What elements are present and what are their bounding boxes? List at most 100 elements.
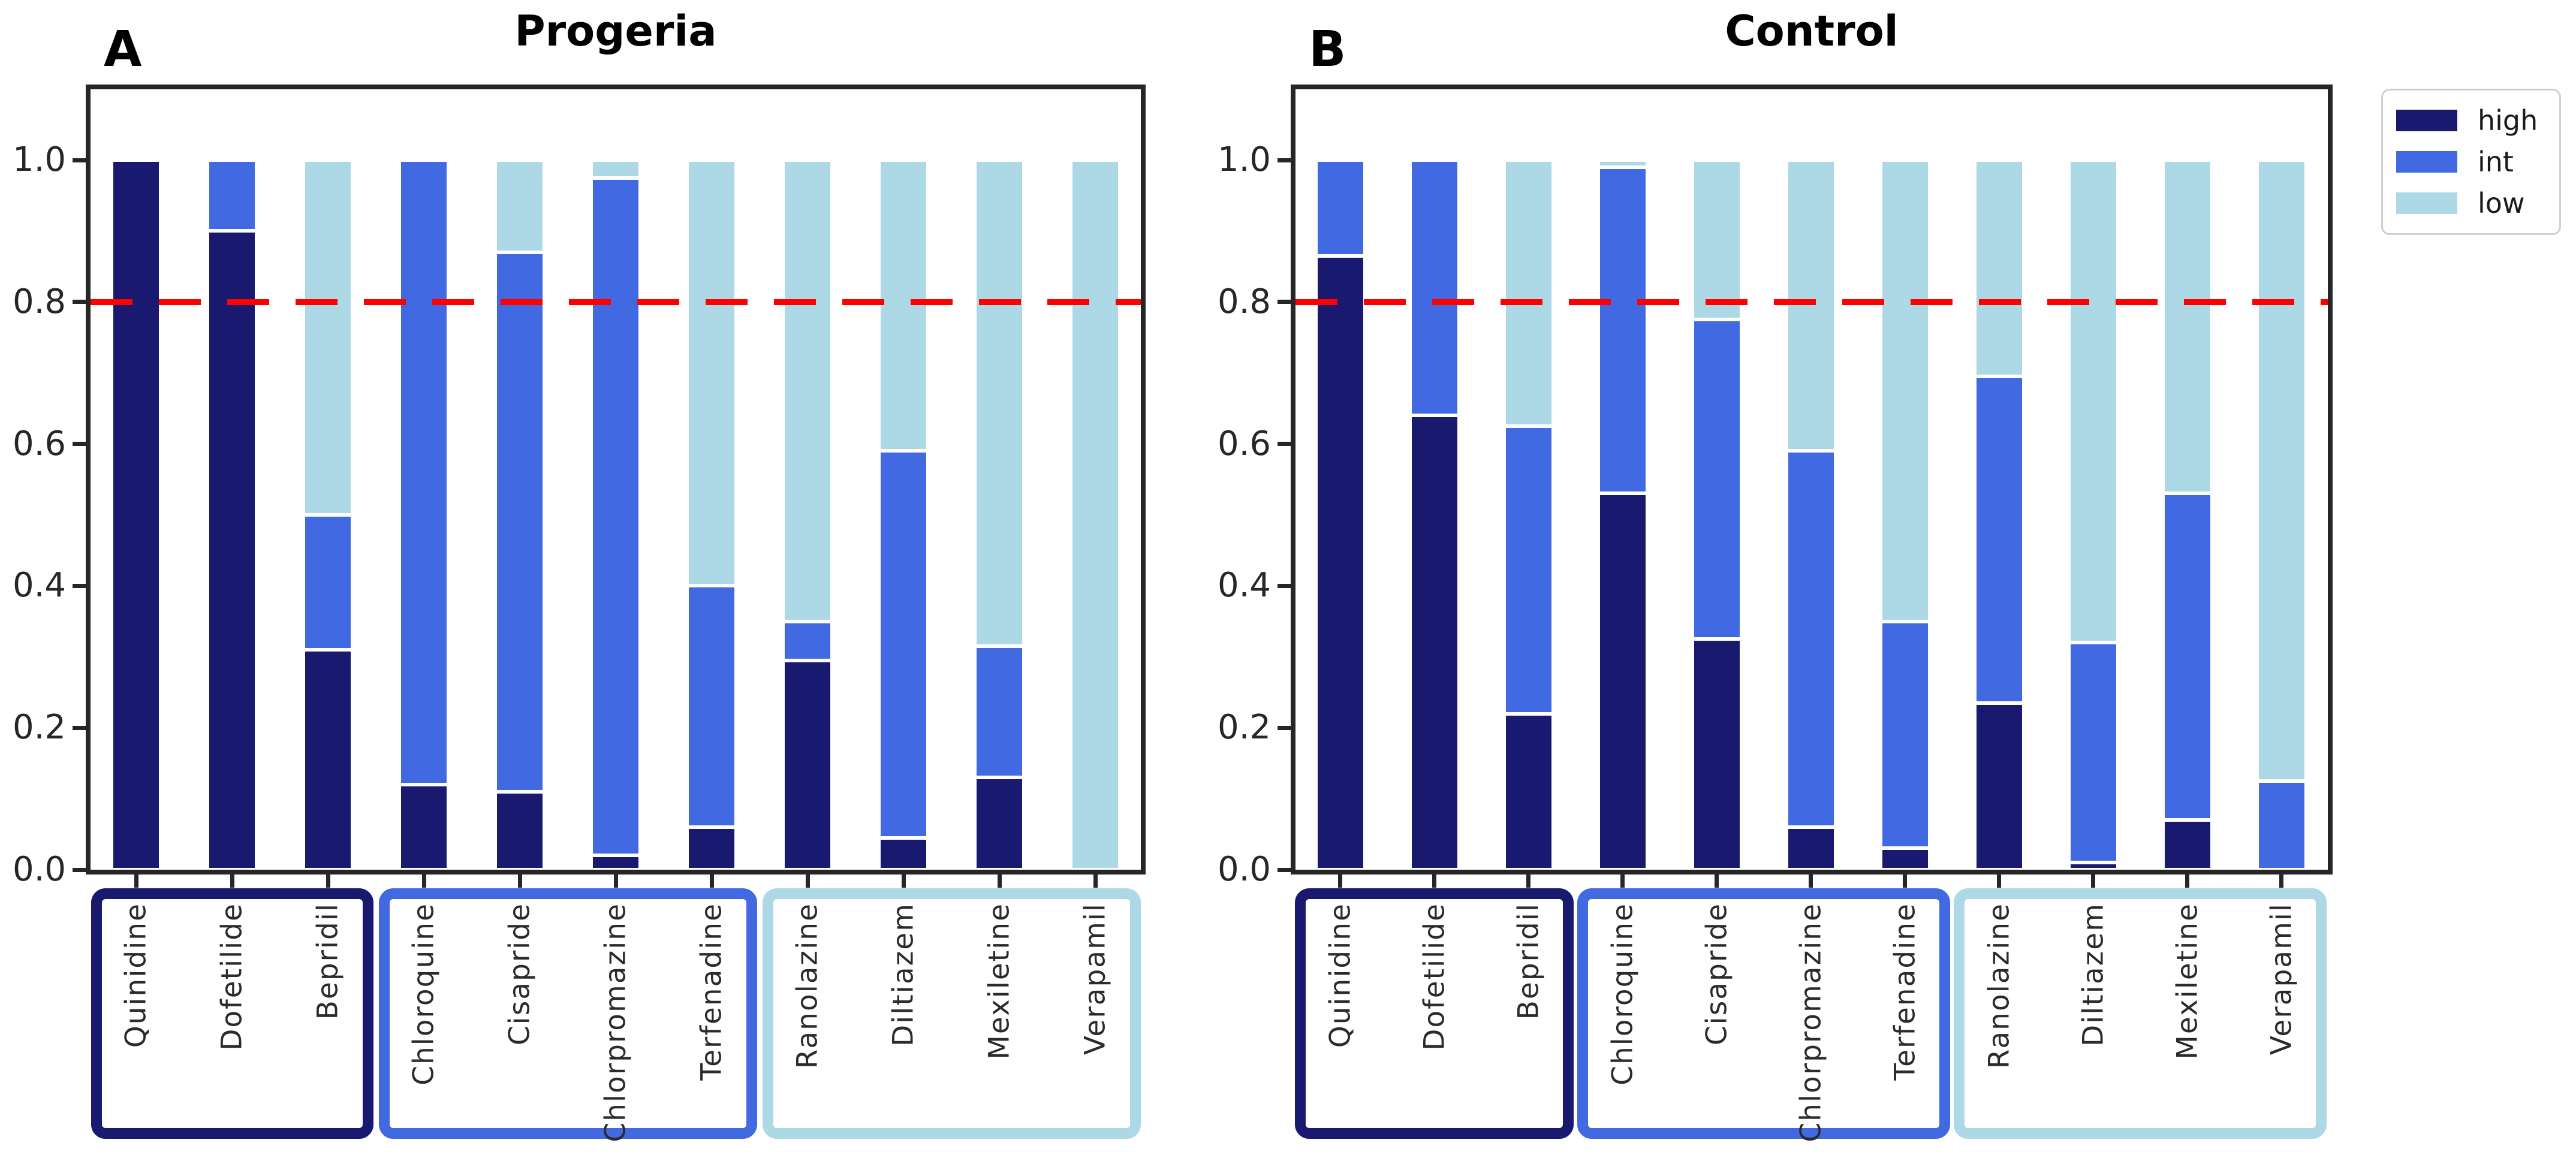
y-axis-tick — [73, 158, 86, 162]
x-axis-tick — [326, 875, 330, 888]
bar-segment-high — [1315, 255, 1365, 870]
x-axis-tick — [2185, 875, 2189, 888]
legend-item-int: int — [2396, 146, 2546, 177]
x-axis-tick — [1997, 875, 2001, 888]
x-tick-label-ranolazine: Ranolazine — [791, 903, 824, 1069]
threshold-line — [91, 298, 1141, 305]
high-risk-box — [91, 888, 373, 1139]
high-risk-box — [1295, 888, 1574, 1139]
x-axis-tick — [805, 875, 810, 888]
x-axis-tick — [421, 875, 426, 888]
bar-segment-high — [1692, 639, 1742, 870]
x-tick-label-quinidine: Quinidine — [119, 903, 153, 1048]
bar-segment-low — [303, 160, 352, 515]
y-tick-label: 1.0 — [1217, 140, 1271, 179]
bar-segment-high — [591, 855, 640, 870]
bar-segment-low — [783, 160, 832, 622]
bar-segment-low — [2256, 160, 2306, 781]
x-axis-tick — [709, 875, 714, 888]
panel-progeria: A Progeria 0.0 0.2 0.4 0.6 0.8 1.0 Quinidine Do… — [13, 0, 1146, 1167]
x-axis-tick — [1809, 875, 1813, 888]
legend-swatch-low — [2396, 192, 2457, 214]
x-tick-label-diltiazem: Diltiazem — [2077, 903, 2110, 1047]
bar-segment-high — [495, 791, 544, 870]
bar-segment-int — [2068, 643, 2118, 863]
x-axis-tick — [134, 875, 138, 888]
legend: high int low — [2381, 89, 2561, 235]
x-tick-label-mexiletine: Mexiletine — [983, 903, 1016, 1060]
bar-segment-low — [2068, 160, 2118, 643]
y-axis-tick — [73, 725, 86, 730]
x-tick-label-cisapride: Cisapride — [1700, 903, 1733, 1046]
x-axis-tick — [1715, 875, 1719, 888]
y-axis-tick — [73, 442, 86, 447]
bar-segment-high — [687, 827, 736, 870]
y-axis-tick — [73, 867, 86, 872]
x-tick-label-mexiletine: Mexiletine — [2171, 903, 2204, 1060]
x-tick-label-dofetilide: Dofetilide — [1418, 903, 1451, 1051]
x-tick-label-ranolazine: Ranolazine — [1983, 903, 2015, 1069]
bar-segment-high — [975, 777, 1024, 870]
y-tick-label: 0.0 — [12, 850, 66, 889]
x-tick-label-terfenadine: Terfenadine — [695, 903, 728, 1081]
y-axis-tick — [1278, 300, 1291, 304]
legend-swatch-high — [2396, 110, 2457, 132]
legend-item-label: int — [2478, 145, 2514, 178]
y-axis-tick — [1278, 725, 1291, 730]
bar-segment-high — [1598, 493, 1647, 870]
y-tick-label: 0.8 — [1217, 282, 1271, 321]
x-axis-tick — [997, 875, 1002, 888]
bar-segment-high — [303, 649, 352, 870]
y-axis-tick — [1278, 442, 1291, 447]
y-tick-label: 0.8 — [12, 282, 66, 321]
bar-segment-low — [2162, 160, 2212, 494]
y-axis-tick — [73, 583, 86, 588]
x-axis-tick — [230, 875, 234, 888]
bar-segment-int — [783, 621, 832, 661]
x-tick-label-verapamil: Verapamil — [1078, 903, 1112, 1056]
x-axis-tick — [2091, 875, 2095, 888]
y-axis-tick — [73, 300, 86, 304]
low-risk-box — [1954, 888, 2327, 1139]
bar-segment-int — [207, 160, 257, 231]
y-tick-label: 0.4 — [12, 566, 66, 605]
bar-segment-int — [2256, 781, 2306, 870]
bar-segment-low — [1071, 160, 1120, 870]
x-tick-label-verapamil: Verapamil — [2265, 903, 2298, 1056]
y-tick-label: 0.2 — [12, 708, 66, 747]
bar-segment-int — [1786, 451, 1836, 827]
int-risk-box — [378, 888, 757, 1139]
bar-segment-high — [207, 231, 257, 870]
bar-segment-int — [1598, 167, 1647, 494]
x-tick-label-chloroquine: Chloroquine — [407, 903, 441, 1085]
bar-segment-int — [1315, 160, 1365, 256]
bar-segment-high — [1880, 848, 1930, 870]
bar-segment-low — [879, 160, 928, 451]
x-tick-label-cisapride: Cisapride — [503, 903, 537, 1046]
x-axis-tick — [1903, 875, 1907, 888]
bar-segment-high — [112, 160, 161, 870]
x-tick-label-chlorpromazine: Chlorpromazine — [599, 903, 632, 1142]
bar-segment-high — [1974, 702, 2024, 870]
y-axis-tick — [1278, 583, 1291, 588]
y-tick-label: 0.6 — [12, 424, 66, 463]
bar-segment-high — [783, 660, 832, 870]
legend-item-label: low — [2478, 186, 2525, 219]
bar-segment-low — [1786, 160, 1836, 451]
bar-segment-low — [1974, 160, 2024, 377]
y-axis-tick — [1278, 867, 1291, 872]
x-axis-tick — [1526, 875, 1530, 888]
legend-swatch-int — [2396, 150, 2457, 173]
x-axis-tick — [901, 875, 906, 888]
y-tick-label: 0.2 — [1217, 708, 1271, 747]
panel-control: B Control 0.0 0.2 0.4 0.6 0.8 1.0 Quinidine Dof… — [1218, 0, 2333, 1167]
bar-segment-int — [879, 451, 928, 838]
bar-segment-low — [495, 160, 544, 252]
bar-segment-int — [399, 160, 448, 785]
bar-segment-int — [1504, 426, 1553, 714]
bar-segment-high — [879, 837, 928, 870]
low-risk-box — [762, 888, 1141, 1139]
x-tick-label-quinidine: Quinidine — [1324, 903, 1357, 1048]
y-axis-tick — [1278, 158, 1291, 162]
